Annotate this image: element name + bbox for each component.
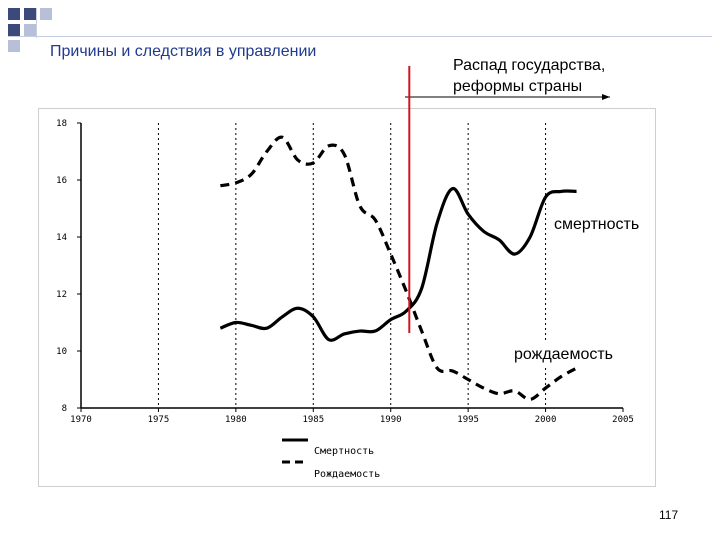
annotation-text: Распад государства, реформы страны bbox=[453, 55, 605, 97]
x-tick-label-2000: 2000 bbox=[535, 415, 557, 425]
corner-square-4 bbox=[8, 24, 20, 36]
y-tick-label-10: 10 bbox=[56, 347, 67, 357]
x-tick-label-2005: 2005 bbox=[612, 415, 634, 425]
chart-frame bbox=[38, 108, 656, 487]
mortality-label-bg bbox=[552, 210, 654, 236]
series-line-birthrate bbox=[220, 135, 578, 402]
corner-square-5 bbox=[24, 24, 36, 36]
birthrate-label-bg bbox=[512, 340, 630, 366]
chart-legend: Смертность Рождаемость bbox=[282, 438, 380, 480]
series-line-mortality bbox=[219, 186, 577, 342]
y-tick-label-18: 18 bbox=[56, 119, 67, 129]
legend-label-mortality: Смертность bbox=[314, 446, 374, 457]
legend-label-birthrate: Рождаемость bbox=[314, 469, 380, 480]
annotation-line-2: реформы страны bbox=[453, 78, 583, 95]
x-tick-label-1985: 1985 bbox=[302, 415, 324, 425]
x-tick-label-1990: 1990 bbox=[380, 415, 402, 425]
annotation-line-1: Распад государства, bbox=[453, 57, 606, 74]
header-rule bbox=[8, 36, 712, 37]
y-tick-label-8: 8 bbox=[62, 404, 67, 414]
side-rule bbox=[36, 8, 37, 38]
corner-square-3 bbox=[40, 8, 52, 20]
y-tick-label-14: 14 bbox=[56, 233, 67, 243]
page-number: 117 bbox=[659, 508, 679, 522]
x-tick-label-1980: 1980 bbox=[225, 415, 247, 425]
x-tick-label-1970: 1970 bbox=[70, 415, 92, 425]
mortality-series-label: смертность bbox=[554, 216, 639, 233]
slide-title: Причины и следствия в управлении bbox=[50, 43, 317, 60]
corner-square-2 bbox=[24, 8, 36, 20]
y-tick-label-16: 16 bbox=[56, 176, 67, 186]
y-tick-label-12: 12 bbox=[56, 290, 67, 300]
x-tick-label-1975: 1975 bbox=[148, 415, 170, 425]
corner-square-1 bbox=[8, 8, 20, 20]
x-tick-label-1995: 1995 bbox=[457, 415, 479, 425]
birthrate-series-label: рождаемость bbox=[514, 346, 613, 363]
corner-square-6 bbox=[8, 40, 20, 52]
